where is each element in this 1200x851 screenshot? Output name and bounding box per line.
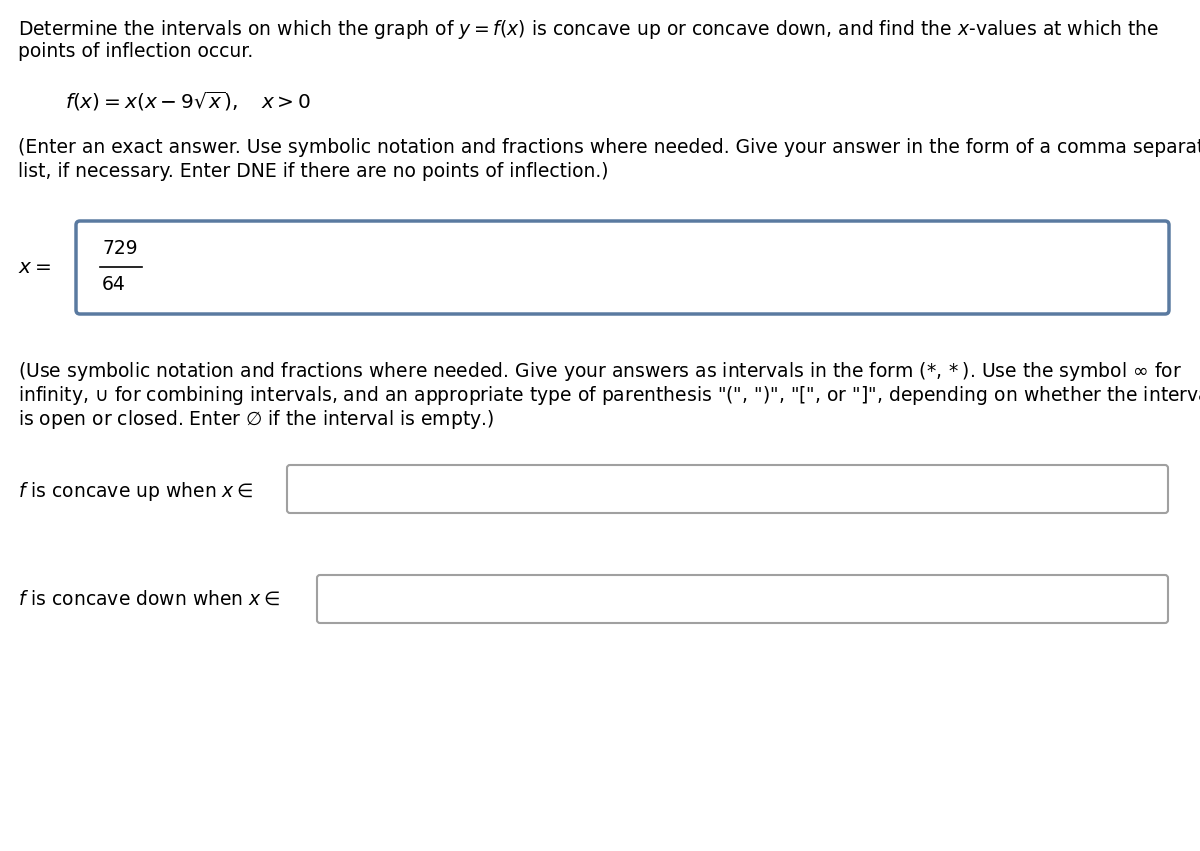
- Text: (Use symbolic notation and fractions where needed. Give your answers as interval: (Use symbolic notation and fractions whe…: [18, 360, 1182, 383]
- Text: 729: 729: [102, 238, 138, 258]
- Text: $x =$: $x =$: [18, 258, 52, 277]
- FancyBboxPatch shape: [317, 575, 1168, 623]
- FancyBboxPatch shape: [287, 465, 1168, 513]
- Text: $f$ is concave down when $x \in$: $f$ is concave down when $x \in$: [18, 590, 281, 609]
- Text: infinity, $\cup$ for combining intervals, and an appropriate type of parenthesis: infinity, $\cup$ for combining intervals…: [18, 384, 1200, 407]
- Text: list, if necessary. Enter DNE if there are no points of inflection.): list, if necessary. Enter DNE if there a…: [18, 162, 608, 181]
- Text: (Enter an exact answer. Use symbolic notation and fractions where needed. Give y: (Enter an exact answer. Use symbolic not…: [18, 138, 1200, 157]
- Text: 64: 64: [102, 276, 126, 294]
- Text: is open or closed. Enter $\varnothing$ if the interval is empty.): is open or closed. Enter $\varnothing$ i…: [18, 408, 494, 431]
- Text: points of inflection occur.: points of inflection occur.: [18, 42, 253, 61]
- Text: $f(x) = x(x - 9\sqrt{x}), \quad x > 0$: $f(x) = x(x - 9\sqrt{x}), \quad x > 0$: [65, 90, 311, 113]
- FancyBboxPatch shape: [76, 221, 1169, 314]
- Text: $f$ is concave up when $x \in$: $f$ is concave up when $x \in$: [18, 480, 253, 503]
- Text: Determine the intervals on which the graph of $y = f(x)$ is concave up or concav: Determine the intervals on which the gra…: [18, 18, 1159, 41]
